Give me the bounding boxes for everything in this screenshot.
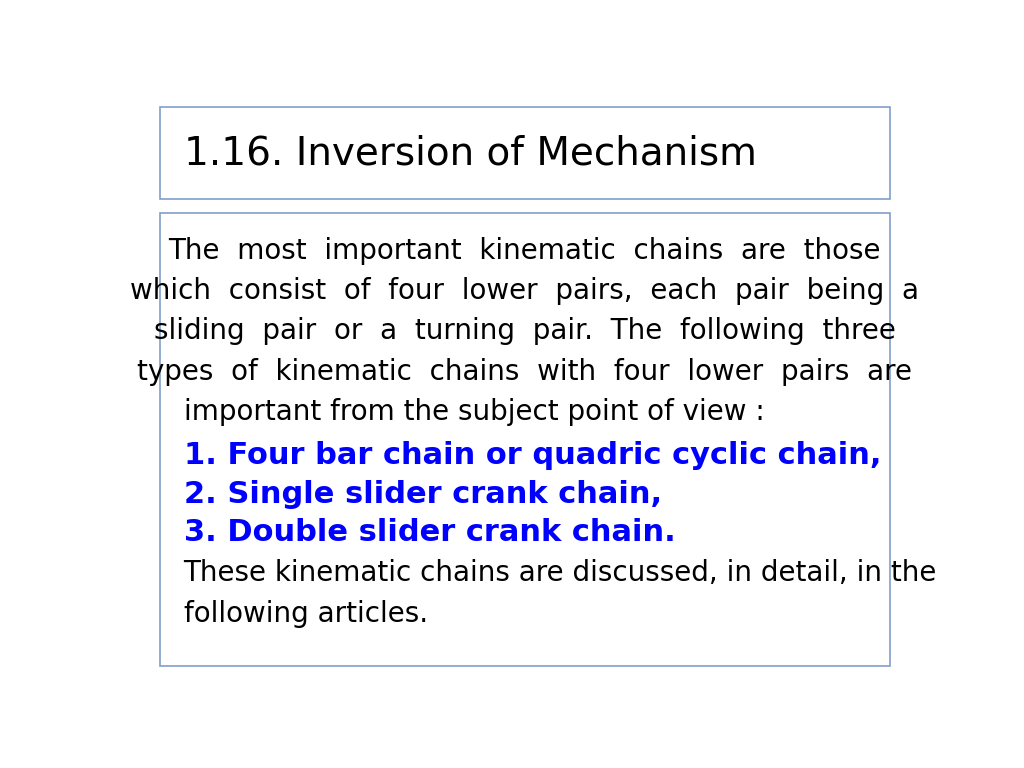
Text: 1.16. Inversion of Mechanism: 1.16. Inversion of Mechanism <box>183 134 757 172</box>
Text: The  most  important  kinematic  chains  are  those: The most important kinematic chains are … <box>169 237 881 265</box>
Text: important from the subject point of view :: important from the subject point of view… <box>183 398 764 426</box>
Text: types  of  kinematic  chains  with  four  lower  pairs  are: types of kinematic chains with four lowe… <box>137 358 912 386</box>
FancyBboxPatch shape <box>160 107 890 199</box>
Text: 3. Double slider crank chain.: 3. Double slider crank chain. <box>183 518 675 547</box>
FancyBboxPatch shape <box>160 214 890 666</box>
Text: which  consist  of  four  lower  pairs,  each  pair  being  a: which consist of four lower pairs, each … <box>130 277 920 305</box>
Text: following articles.: following articles. <box>183 600 428 627</box>
Text: sliding  pair  or  a  turning  pair.  The  following  three: sliding pair or a turning pair. The foll… <box>154 317 896 346</box>
Text: 1. Four bar chain or quadric cyclic chain,: 1. Four bar chain or quadric cyclic chai… <box>183 441 881 470</box>
Text: These kinematic chains are discussed, in detail, in the: These kinematic chains are discussed, in… <box>183 559 937 588</box>
Text: 2. Single slider crank chain,: 2. Single slider crank chain, <box>183 479 662 508</box>
